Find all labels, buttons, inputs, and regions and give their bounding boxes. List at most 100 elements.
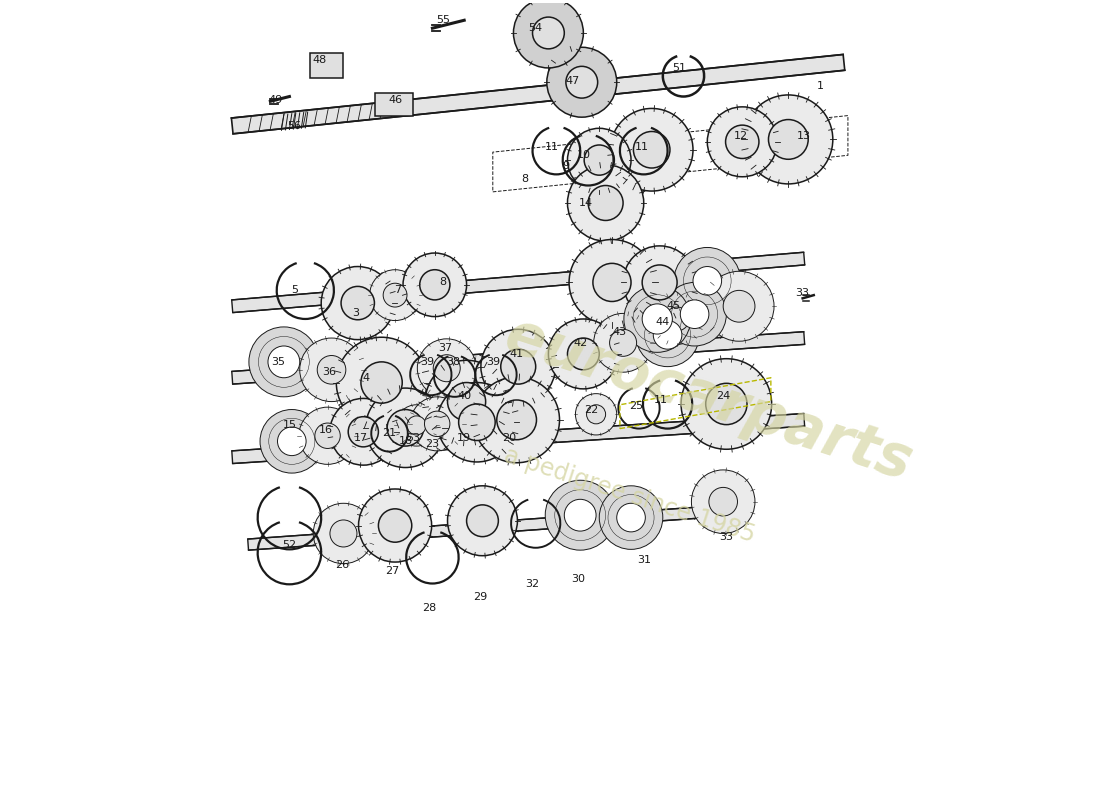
Text: 8: 8 xyxy=(439,278,447,287)
Text: 33: 33 xyxy=(719,532,734,542)
Circle shape xyxy=(417,339,476,398)
Circle shape xyxy=(744,95,833,184)
Text: 52: 52 xyxy=(283,539,297,550)
Text: 10: 10 xyxy=(578,150,591,160)
Circle shape xyxy=(642,304,672,334)
Text: 24: 24 xyxy=(716,391,730,401)
Circle shape xyxy=(500,349,536,384)
Polygon shape xyxy=(248,504,741,550)
Circle shape xyxy=(437,382,517,462)
FancyBboxPatch shape xyxy=(310,53,343,78)
Circle shape xyxy=(387,410,424,446)
Text: 38: 38 xyxy=(446,357,460,367)
Circle shape xyxy=(341,286,374,320)
Text: 43: 43 xyxy=(613,327,627,338)
Circle shape xyxy=(653,321,682,349)
Circle shape xyxy=(610,109,693,191)
Text: 49: 49 xyxy=(268,94,283,105)
Circle shape xyxy=(277,427,306,456)
Circle shape xyxy=(314,503,374,564)
Text: 18: 18 xyxy=(398,436,412,446)
Circle shape xyxy=(359,489,431,562)
Circle shape xyxy=(466,505,498,537)
Circle shape xyxy=(663,282,726,346)
Text: 13: 13 xyxy=(798,131,811,142)
Circle shape xyxy=(642,265,678,300)
Circle shape xyxy=(549,319,618,389)
Text: 19: 19 xyxy=(458,433,471,443)
Text: 28: 28 xyxy=(422,603,437,613)
Circle shape xyxy=(403,253,466,317)
Text: 16: 16 xyxy=(319,425,333,435)
Circle shape xyxy=(532,17,564,49)
Text: 14: 14 xyxy=(579,198,593,208)
Text: 31: 31 xyxy=(637,555,651,566)
Text: 48: 48 xyxy=(312,55,327,65)
Circle shape xyxy=(634,131,670,168)
Text: 1: 1 xyxy=(816,81,824,91)
Circle shape xyxy=(617,503,646,532)
Circle shape xyxy=(315,423,340,449)
Circle shape xyxy=(514,0,583,68)
Circle shape xyxy=(300,338,363,402)
Text: 51: 51 xyxy=(672,63,685,73)
Text: 4: 4 xyxy=(362,373,370,382)
Circle shape xyxy=(636,303,700,366)
Circle shape xyxy=(708,487,737,516)
Text: 40: 40 xyxy=(458,391,471,401)
Circle shape xyxy=(704,271,774,342)
Circle shape xyxy=(692,470,755,534)
Circle shape xyxy=(337,338,427,428)
Text: 3: 3 xyxy=(352,308,359,318)
Text: 47: 47 xyxy=(565,76,580,86)
Text: 11: 11 xyxy=(654,395,668,405)
Text: a pedigree since 1985: a pedigree since 1985 xyxy=(500,443,758,547)
Text: 54: 54 xyxy=(529,23,542,33)
Text: 42: 42 xyxy=(573,338,587,348)
Polygon shape xyxy=(232,332,805,384)
Text: 21: 21 xyxy=(383,428,397,438)
Circle shape xyxy=(260,410,323,473)
Text: 23: 23 xyxy=(426,438,440,449)
Circle shape xyxy=(383,283,407,307)
Circle shape xyxy=(586,405,606,424)
Circle shape xyxy=(365,388,446,467)
Text: eurocarparts: eurocarparts xyxy=(498,307,920,493)
Circle shape xyxy=(624,286,691,352)
Circle shape xyxy=(568,338,600,370)
Circle shape xyxy=(707,107,778,177)
Circle shape xyxy=(609,330,637,356)
Circle shape xyxy=(459,404,495,441)
Circle shape xyxy=(564,499,596,531)
Text: 11: 11 xyxy=(635,142,648,152)
Text: 15: 15 xyxy=(283,421,296,430)
Circle shape xyxy=(268,346,300,378)
Text: 37: 37 xyxy=(438,343,452,354)
Circle shape xyxy=(706,383,747,425)
Circle shape xyxy=(723,290,755,322)
Circle shape xyxy=(693,266,722,295)
Text: 56: 56 xyxy=(287,121,301,131)
Circle shape xyxy=(546,480,615,550)
Text: 27: 27 xyxy=(386,566,399,576)
Circle shape xyxy=(317,355,345,384)
Circle shape xyxy=(448,382,486,421)
Circle shape xyxy=(594,314,652,372)
Circle shape xyxy=(349,417,378,447)
Circle shape xyxy=(330,398,397,465)
Text: 44: 44 xyxy=(656,317,670,327)
Polygon shape xyxy=(232,252,805,313)
Text: 46: 46 xyxy=(388,94,403,105)
Circle shape xyxy=(361,362,403,403)
Text: 22: 22 xyxy=(584,405,598,414)
Text: 11: 11 xyxy=(544,142,559,152)
Circle shape xyxy=(726,125,759,158)
Text: 33: 33 xyxy=(795,288,810,298)
Text: 8: 8 xyxy=(521,174,528,184)
Text: 26: 26 xyxy=(334,560,349,570)
Circle shape xyxy=(565,66,597,98)
Circle shape xyxy=(396,405,437,446)
Text: 55: 55 xyxy=(436,15,450,26)
Circle shape xyxy=(666,307,689,331)
Text: 7: 7 xyxy=(394,286,402,295)
